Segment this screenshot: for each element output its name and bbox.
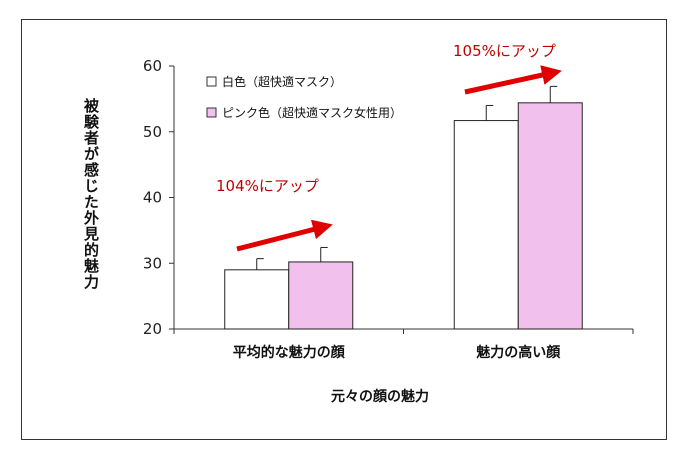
y-tick-label: 30 <box>143 254 162 272</box>
y-axis-label: 被験者が感じた外見的魅力 <box>82 98 100 290</box>
annotation-104: 104%にアップ <box>216 177 319 195</box>
legend-swatch-pink <box>206 107 217 118</box>
x-category-label: 魅力の高い顔 <box>476 344 561 361</box>
increase-arrow-1 <box>236 219 333 252</box>
legend-label-pink: ピンク色（超快適マスク女性用） <box>222 105 402 120</box>
bar <box>224 269 290 330</box>
bar <box>288 261 354 330</box>
y-tick-label: 60 <box>143 57 162 75</box>
legend-swatch-white <box>206 76 217 87</box>
y-tick-label: 40 <box>143 189 162 207</box>
chart-frame <box>21 19 667 440</box>
legend-label-white: 白色（超快適マスク） <box>222 74 342 89</box>
bar <box>453 120 519 330</box>
y-tick-label: 20 <box>143 320 162 338</box>
y-tick-label: 50 <box>143 123 162 141</box>
legend: 白色（超快適マスク） ピンク色（超快適マスク女性用） <box>206 74 402 120</box>
bar <box>517 102 583 330</box>
x-axis-title: 元々の顔の魅力 <box>331 388 429 405</box>
increase-arrow-2 <box>464 65 562 95</box>
annotation-105: 105%にアップ <box>453 42 556 60</box>
x-category-label: 平均的な魅力の顔 <box>233 344 346 361</box>
